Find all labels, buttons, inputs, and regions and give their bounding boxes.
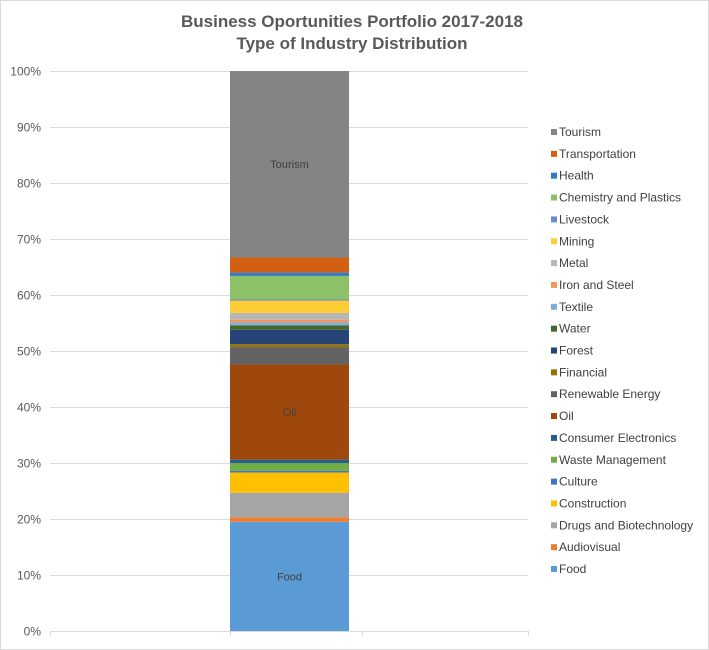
legend-swatch-water (551, 325, 557, 332)
data-labels: Food Oil Tourism (270, 159, 309, 583)
bar-segment-drugs-and-biotechnology (230, 492, 349, 518)
y-tick-label: 70% (17, 233, 41, 247)
legend-swatch-audiovisual (551, 544, 557, 551)
legend-swatch-financial (551, 369, 557, 376)
legend-label-tourism: Tourism (559, 125, 601, 139)
legend-swatch-oil (551, 413, 557, 420)
chart-title-line-1: Business Oportunities Portfolio 2017-201… (181, 12, 523, 31)
bar-segment-iron-and-steel (230, 319, 349, 323)
y-tick-label: 90% (17, 121, 41, 135)
legend-swatch-mining (551, 238, 557, 245)
stacked-bar (230, 71, 349, 631)
bar-segment-forest (230, 329, 349, 345)
data-label-oil: Oil (283, 407, 296, 419)
y-tick-label: 50% (17, 345, 41, 359)
legend-label-construction: Construction (559, 496, 626, 510)
legend-label-water: Water (559, 322, 591, 336)
y-tick-label: 30% (17, 457, 41, 471)
legend-swatch-forest (551, 347, 557, 354)
legend-label-waste-management: Waste Management (559, 453, 667, 467)
bar-segment-tourism (230, 71, 349, 258)
legend-label-metal: Metal (559, 256, 588, 270)
legend-label-forest: Forest (559, 344, 594, 358)
legend-label-iron-and-steel: Iron and Steel (559, 278, 634, 292)
legend-swatch-drugs-and-biotechnology (551, 522, 557, 529)
bar-segment-audiovisual (230, 517, 349, 522)
legend-swatch-transportation (551, 150, 557, 157)
legend-swatch-culture (551, 478, 557, 485)
legend-swatch-consumer-electronics (551, 434, 557, 441)
legend-swatch-livestock (551, 216, 557, 223)
legend-swatch-textile (551, 303, 557, 310)
y-tick-label: 0% (24, 625, 42, 639)
bar-segment-metal (230, 312, 349, 320)
y-tick-label: 10% (17, 569, 41, 583)
legend-label-chemistry-and-plastics: Chemistry and Plastics (559, 191, 681, 205)
bar-segment-waste-management (230, 463, 349, 471)
bar-segment-food (230, 521, 349, 631)
legend-label-drugs-and-biotechnology: Drugs and Biotechnology (559, 518, 693, 532)
chart-title-line-2: Type of Industry Distribution (236, 34, 467, 53)
bar-segment-mining (230, 300, 349, 313)
bar-segment-construction (230, 472, 349, 493)
legend-swatch-construction (551, 500, 557, 507)
legend-label-oil: Oil (559, 409, 574, 423)
legend-label-textile: Textile (559, 300, 593, 314)
legend-label-financial: Financial (559, 365, 607, 379)
y-axis: 0% 10% 20% 30% 40% 50% 60% 70% 80% 90% 100% (10, 65, 529, 639)
legend-swatch-renewable-energy (551, 391, 557, 398)
legend-label-health: Health (559, 169, 594, 183)
bar-segment-health (230, 272, 349, 276)
legend-label-renewable-energy: Renewable Energy (559, 387, 660, 401)
legend-swatch-waste-management (551, 456, 557, 463)
legend-label-culture: Culture (559, 475, 598, 489)
legend-label-mining: Mining (559, 234, 594, 248)
legend-swatch-health (551, 172, 557, 179)
y-tick-label: 80% (17, 177, 41, 191)
bar-segment-chemistry-and-plastics (230, 275, 349, 300)
legend-swatch-chemistry-and-plastics (551, 194, 557, 201)
bar-segment-livestock (230, 299, 349, 301)
bar-segment-culture (230, 470, 349, 473)
legend-label-audiovisual: Audiovisual (559, 540, 620, 554)
bar-segment-financial (230, 344, 349, 348)
y-tick-label: 100% (10, 65, 41, 79)
legend-label-food: Food (559, 562, 586, 576)
legend-label-consumer-electronics: Consumer Electronics (559, 431, 676, 445)
data-label-food: Food (277, 571, 302, 583)
legend-label-transportation: Transportation (559, 147, 636, 161)
bar-segment-transportation (230, 257, 349, 273)
bar-segment-water (230, 325, 349, 330)
legend-label-livestock: Livestock (559, 212, 610, 226)
legend-swatch-iron-and-steel (551, 281, 557, 288)
bar-segment-oil (230, 364, 349, 460)
bar-segment-textile (230, 322, 349, 326)
bar-segment-renewable-energy (230, 347, 349, 365)
legend-swatch-tourism (551, 129, 557, 135)
y-tick-label: 40% (17, 401, 41, 415)
y-tick-label: 20% (17, 513, 41, 527)
legend: Tourism Transportation Health Chemistry and… (551, 125, 693, 576)
legend-swatch-metal (551, 260, 557, 267)
legend-swatch-food (551, 566, 557, 572)
y-tick-label: 60% (17, 289, 41, 303)
bar-segment-consumer-electronics (230, 459, 349, 463)
data-label-tourism: Tourism (270, 159, 309, 171)
